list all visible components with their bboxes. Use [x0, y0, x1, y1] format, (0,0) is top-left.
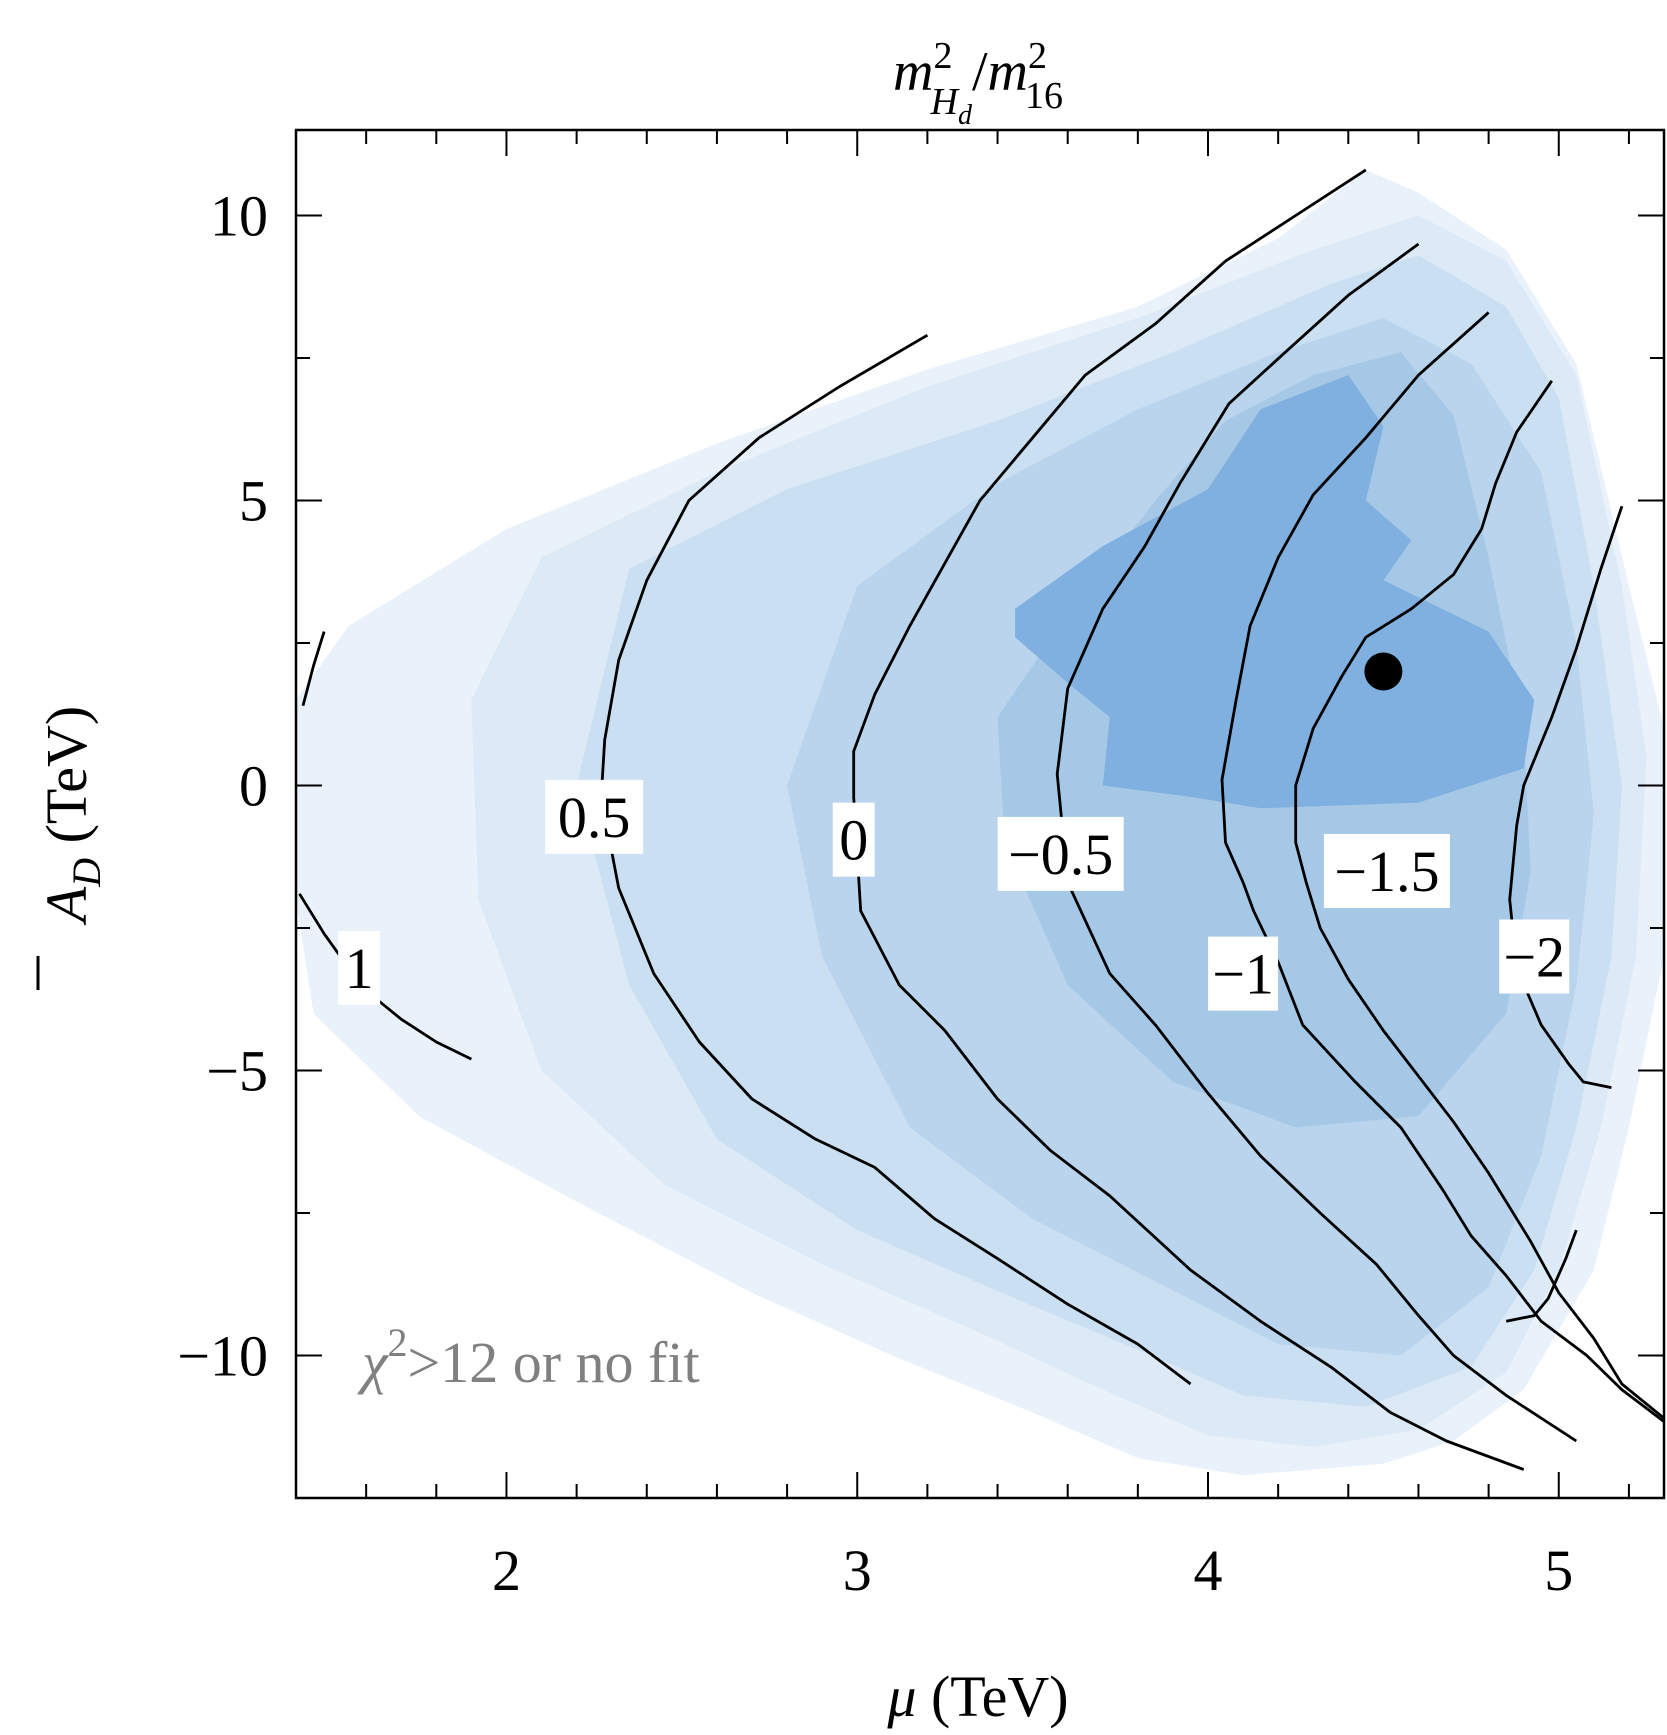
chart-title: m2 Hd/m2 16 [893, 35, 1063, 131]
plot-frame [294, 128, 1666, 1500]
contour-line-5 [1220, 311, 1664, 1424]
contour-line-8 [1505, 1229, 1578, 1323]
x-tick-label: 3 [843, 1538, 872, 1603]
chi2-annotation: χ2>12 or no fit [357, 1320, 700, 1395]
contour-label-box-2 [545, 779, 644, 854]
contour-label-box-7 [1499, 919, 1570, 994]
x-tick-label: 2 [492, 1538, 521, 1603]
contour-label-box-5 [1208, 936, 1279, 1011]
density-regions [296, 169, 1664, 1476]
contour-label-7: −2 [1503, 925, 1565, 990]
contour-label-box-6 [1323, 834, 1450, 908]
y-axis-label: AD (TeV) [34, 706, 109, 926]
contour-label-2: 0.5 [558, 785, 631, 850]
contour-line-7 [1508, 505, 1624, 1089]
x-tick-label: 5 [1544, 1538, 1573, 1603]
plot-area: 1 0.5 0 −0.5 −1 −1.5 −2 [296, 168, 1664, 1476]
best-fit-point [1364, 652, 1403, 691]
contour-label-box-4 [997, 816, 1124, 891]
y-tick-label: −10 [177, 1324, 268, 1389]
y-tick-label: −5 [206, 1039, 268, 1104]
contour-label-box-0 [338, 930, 381, 1005]
axis-ticks [296, 130, 1664, 1499]
y-tick-label: 5 [239, 469, 268, 534]
contour-labels: 1 0.5 0 −0.5 −1 −1.5 −2 [338, 779, 1570, 1011]
contour-line-2 [599, 333, 1192, 1386]
contour-label-3: 0 [839, 808, 868, 873]
x-tick-labels: 2 3 4 5 [492, 1538, 1573, 1603]
x-tick-label: 4 [1194, 1538, 1223, 1603]
density-region-5 [1015, 375, 1535, 809]
contour-label-0: 1 [345, 936, 374, 1001]
contour-label-box-3 [832, 802, 875, 877]
y-tick-label: 10 [210, 184, 268, 249]
contour-label-6: −1.5 [1334, 839, 1439, 904]
contour-line-4 [1055, 242, 1578, 1443]
contour-label-5: −1 [1212, 942, 1274, 1007]
contour-label-4: −0.5 [1008, 822, 1113, 887]
x-axis-label: μ (TeV) [886, 1664, 1068, 1729]
contour-line-6 [1294, 380, 1664, 1420]
contour-line-0 [301, 631, 326, 707]
y-tick-label: 0 [239, 754, 268, 819]
y-tick-labels: −10 −5 0 5 10 [177, 184, 268, 1389]
